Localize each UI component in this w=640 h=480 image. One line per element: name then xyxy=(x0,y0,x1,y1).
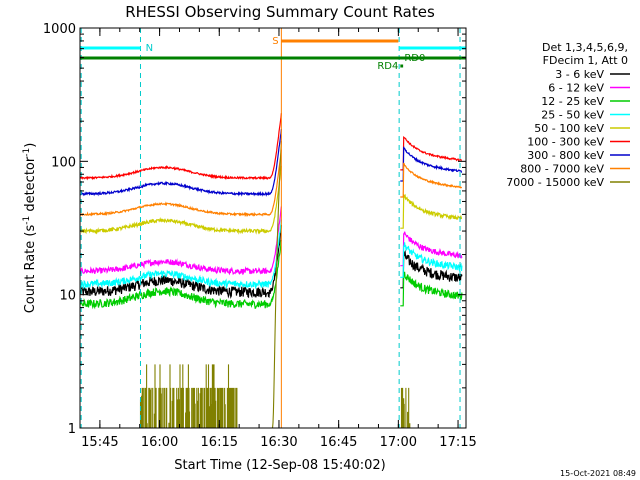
saa-label: S xyxy=(272,36,278,47)
legend-label-8: 7000 - 15000 keV xyxy=(506,176,604,189)
y-tick-label-0: 1 xyxy=(68,422,76,437)
x-tick-label-5: 17:00 xyxy=(380,435,417,450)
legend-label-4: 50 - 100 keV xyxy=(534,122,604,135)
series-line-post-1 xyxy=(400,231,463,267)
series-line-pre-2 xyxy=(79,239,282,310)
y-axis-label-mid: detector xyxy=(23,156,38,216)
series-line-pre-6 xyxy=(80,128,282,197)
y-tick-label-3: 1000 xyxy=(43,22,76,37)
y-axis-label-sup2: -1 xyxy=(22,148,32,157)
x-tick-label-1: 16:00 xyxy=(141,435,178,450)
marker-layer: N S RD4 RD0 xyxy=(80,28,466,428)
y-axis-label-suffix: ) xyxy=(23,143,38,148)
x-tick-label-6: 17:15 xyxy=(439,435,476,450)
series-line-7000-15000 xyxy=(139,364,411,428)
x-axis-label: Start Time (12-Sep-08 15:40:02) xyxy=(174,458,385,473)
series-line-post-2 xyxy=(400,271,463,307)
legend-label-7: 800 - 7000 keV xyxy=(520,163,604,176)
series-line-pre-4 xyxy=(79,165,282,235)
rd4-label: RD4 xyxy=(377,61,398,72)
y-axis-label-sup: -1 xyxy=(22,216,32,225)
legend-label-2: 12 - 25 keV xyxy=(541,95,604,108)
x-tick-label-0: 15:45 xyxy=(81,435,118,450)
series-line-post-0 xyxy=(400,249,463,289)
series-line-post-7 xyxy=(400,162,462,198)
night-label: N xyxy=(146,43,153,54)
legend-label-6: 300 - 800 keV xyxy=(527,149,604,162)
legend-label-5: 100 - 300 keV xyxy=(527,136,604,149)
series-line-pre-1 xyxy=(79,206,282,276)
legend-label-1: 6 - 12 keV xyxy=(548,82,604,95)
legend-label-0: 3 - 6 keV xyxy=(555,68,604,81)
plot-frame xyxy=(79,27,467,429)
series-layer xyxy=(79,113,463,429)
axis-layer: 15:45 16:00 16:15 16:30 16:45 17:00 17:15 1 10 10… xyxy=(43,22,477,450)
series-line-post-3 xyxy=(400,242,463,278)
x-tick-label-4: 16:45 xyxy=(320,435,357,450)
legend-header-line-1: Det 1,3,4,5,6,9, xyxy=(542,41,628,54)
rd0-label: RD0 xyxy=(404,53,425,64)
series-line-pre-7 xyxy=(80,149,282,218)
y-axis-label-prefix: Count Rate (s xyxy=(23,225,38,314)
legend-header-line-2: FDecim 1, Att 0 xyxy=(543,54,628,67)
series-flare-7000-15000 xyxy=(271,141,282,429)
x-tick-label-2: 16:15 xyxy=(201,435,238,450)
chart-title: RHESSI Observing Summary Count Rates xyxy=(125,3,435,21)
legend-label-3: 25 - 50 keV xyxy=(541,109,604,122)
series-line-post-4 xyxy=(400,193,463,229)
legend: Det 1,3,4,5,6,9, FDecim 1, Att 0 3 - 6 k… xyxy=(506,41,630,189)
series-line-pre-5 xyxy=(79,113,282,181)
series-line-pre-3 xyxy=(79,219,282,290)
y-tick-label-1: 10 xyxy=(59,289,76,304)
y-tick-label-2: 100 xyxy=(51,155,76,170)
x-tick-label-3: 16:30 xyxy=(260,435,297,450)
series-line-pre-0 xyxy=(79,225,282,300)
footer-date: 15-Oct-2021 08:49 xyxy=(560,469,636,478)
series-line-post-5 xyxy=(400,135,462,171)
y-axis-label: Count Rate (s-1 detector-1) xyxy=(22,143,38,314)
series-line-post-6 xyxy=(400,146,463,182)
